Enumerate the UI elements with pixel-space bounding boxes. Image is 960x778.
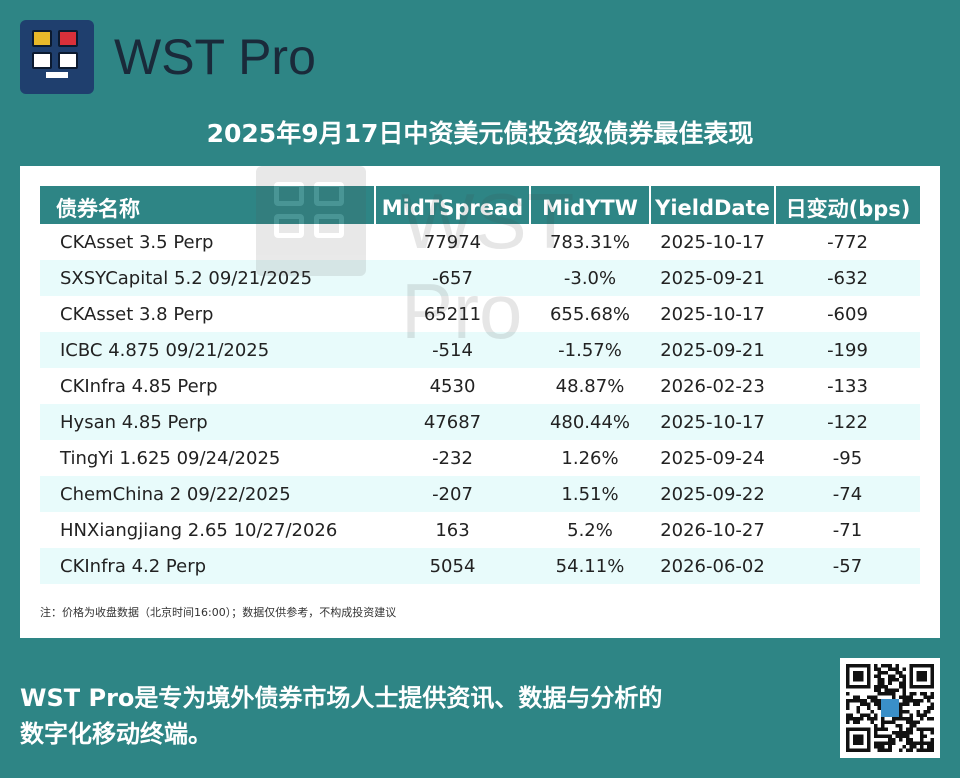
table-row: Hysan 4.85 Perp 47687 480.44% 2025-10-17 -12… — [40, 404, 920, 440]
footer-line-2: 数字化移动终端。 — [20, 720, 212, 748]
cell-mid-t-spread: 5054 — [375, 548, 530, 584]
bond-table: 债券名称 MidTSpread MidYTW YieldDate 日变动(bps… — [40, 186, 920, 584]
cell-mid-ytw: 1.51% — [530, 476, 650, 512]
cell-yield-date: 2026-06-02 — [650, 548, 775, 584]
cell-daily-change: -609 — [827, 303, 868, 325]
cell-bond-name: CKInfra 4.85 Perp — [60, 375, 218, 397]
cell-mid-t-spread: -232 — [432, 447, 473, 469]
cell-daily-change: -122 — [775, 404, 920, 440]
cell-bond-name: CKInfra 4.2 Perp — [40, 548, 375, 584]
cell-yield-date: 2025-10-17 — [660, 231, 765, 253]
cell-yield-date: 2026-10-27 — [660, 519, 765, 541]
table-row: CKInfra 4.85 Perp 4530 48.87% 2026-02-23 -13… — [40, 368, 920, 404]
footer-line-1: WST Pro是专为境外债券市场人士提供资讯、数据与分析的 — [20, 684, 663, 712]
cell-bond-name: Hysan 4.85 Perp — [40, 404, 375, 440]
cell-bond-name: ChemChina 2 09/22/2025 — [40, 476, 375, 512]
cell-daily-change: -57 — [775, 548, 920, 584]
cell-mid-t-spread: 163 — [435, 519, 470, 541]
table-row: SXSYCapital 5.2 09/21/2025 -657 -3.0% 2025-… — [40, 260, 920, 296]
column-header-mid-ytw: MidYTW — [529, 186, 650, 224]
table-row: CKAsset 3.5 Perp 77974 783.31% 2025-10-17 -7… — [40, 224, 920, 260]
cell-yield-date: 2025-10-17 — [660, 303, 765, 325]
table-row: CKInfra 4.2 Perp 5054 54.11% 2026-06-02 -57 — [40, 548, 920, 584]
table-row: ICBC 4.875 09/21/2025 -514 -1.57% 2025-09-2… — [40, 332, 920, 368]
column-header-bond-name: 债券名称 — [40, 186, 375, 224]
qr-code-icon — [840, 658, 940, 758]
cell-bond-name: SXSYCapital 5.2 09/21/2025 — [40, 260, 375, 296]
column-header-daily-change: 日变动(bps) — [774, 186, 920, 224]
cell-mid-t-spread: -514 — [375, 332, 530, 368]
cell-daily-change: -74 — [775, 476, 920, 512]
cell-mid-t-spread: -657 — [375, 260, 530, 296]
cell-daily-change: -95 — [832, 447, 863, 469]
cell-daily-change: -772 — [827, 231, 868, 253]
cell-bond-name: ICBC 4.875 09/21/2025 — [40, 332, 375, 368]
footnote: 注：价格为收盘数据（北京时间16:00）；数据仅供参考，不构成投资建议 — [40, 606, 397, 619]
column-header-yield-date: YieldDate — [649, 186, 775, 224]
table-panel: 债券名称 MidTSpread MidYTW YieldDate 日变动(bps… — [20, 166, 940, 638]
cell-yield-date: 2025-09-24 — [660, 447, 765, 469]
wst-pro-logo-icon — [20, 20, 94, 94]
header: WST Pro — [20, 20, 316, 94]
brand-name: WST Pro — [114, 29, 316, 85]
cell-mid-ytw: 54.11% — [530, 548, 650, 584]
table-header-row: 债券名称 MidTSpread MidYTW YieldDate 日变动(bps… — [40, 186, 920, 224]
cell-mid-ytw: 48.87% — [555, 375, 625, 397]
cell-yield-date: 2026-02-23 — [660, 375, 765, 397]
cell-daily-change: -71 — [832, 519, 863, 541]
cell-mid-t-spread: 77974 — [423, 231, 482, 253]
cell-mid-t-spread: 65211 — [423, 303, 482, 325]
cell-bond-name: CKAsset 3.8 Perp — [60, 303, 214, 325]
cell-yield-date: 2025-09-21 — [650, 260, 775, 296]
table-row: ChemChina 2 09/22/2025 -207 1.51% 2025-09-2… — [40, 476, 920, 512]
cell-mid-ytw: -1.57% — [530, 332, 650, 368]
cell-yield-date: 2025-09-22 — [650, 476, 775, 512]
table-row: HNXiangjiang 2.65 10/27/2026 163 5.2% 2026-… — [40, 512, 920, 548]
cell-mid-ytw: 5.2% — [567, 519, 613, 541]
column-header-mid-t-spread: MidTSpread — [374, 186, 530, 224]
cell-bond-name: TingYi 1.625 09/24/2025 — [60, 447, 281, 469]
cell-mid-ytw: 480.44% — [530, 404, 650, 440]
cell-mid-t-spread: 47687 — [375, 404, 530, 440]
cell-mid-ytw: -3.0% — [530, 260, 650, 296]
cell-mid-t-spread: -207 — [375, 476, 530, 512]
cell-mid-ytw: 655.68% — [549, 303, 631, 325]
cell-yield-date: 2025-10-17 — [650, 404, 775, 440]
cell-daily-change: -632 — [775, 260, 920, 296]
cell-mid-ytw: 783.31% — [549, 231, 631, 253]
footer-description: WST Pro是专为境外债券市场人士提供资讯、数据与分析的 数字化移动终端。 — [20, 680, 780, 752]
cell-mid-t-spread: 4530 — [429, 375, 476, 397]
page-title: 2025年9月17日中资美元债投资级债券最佳表现 — [206, 119, 754, 148]
cell-daily-change: -199 — [775, 332, 920, 368]
cell-daily-change: -133 — [827, 375, 868, 397]
table-row: CKAsset 3.8 Perp 65211 655.68% 2025-10-17 -6… — [40, 296, 920, 332]
cell-bond-name: HNXiangjiang 2.65 10/27/2026 — [60, 519, 338, 541]
cell-mid-ytw: 1.26% — [561, 447, 619, 469]
table-row: TingYi 1.625 09/24/2025 -232 1.26% 2025-09-… — [40, 440, 920, 476]
cell-bond-name: CKAsset 3.5 Perp — [60, 231, 214, 253]
cell-yield-date: 2025-09-21 — [650, 332, 775, 368]
